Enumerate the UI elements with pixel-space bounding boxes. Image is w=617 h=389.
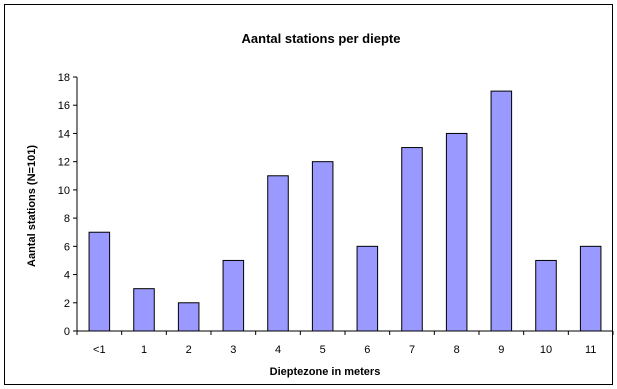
bar — [445, 132, 468, 332]
bar — [88, 231, 111, 332]
bar — [222, 259, 245, 332]
x-tick-label: 8 — [454, 344, 460, 356]
x-tick-label: 5 — [320, 344, 326, 356]
chart-frame: Aantal stations per diepte Aantal statio… — [4, 4, 614, 385]
x-tick-label: 4 — [275, 344, 281, 356]
y-tick-label: 12 — [58, 157, 70, 169]
bar — [133, 288, 155, 332]
y-tick-label: 4 — [64, 270, 70, 282]
bar — [535, 259, 557, 332]
y-tick-label: 14 — [58, 128, 70, 140]
x-tick-label: 3 — [230, 344, 236, 356]
x-tick-label: 10 — [540, 344, 552, 356]
y-tick-label: 2 — [64, 298, 70, 310]
bar — [356, 245, 379, 332]
x-tick-label: 9 — [498, 344, 504, 356]
bar — [177, 302, 200, 332]
bar — [267, 175, 289, 332]
x-axis-label: Dieptezone in meters — [270, 366, 381, 378]
x-tick-label: <1 — [93, 344, 106, 356]
y-tick-label: 0 — [64, 326, 70, 338]
bar — [579, 245, 602, 332]
y-tick-label: 10 — [58, 185, 70, 197]
y-tick-label: 8 — [64, 213, 70, 225]
bar — [401, 147, 423, 332]
x-tick-label: 2 — [186, 344, 192, 356]
bar — [490, 90, 513, 332]
y-tick-label: 6 — [64, 241, 70, 253]
y-tick-label: 16 — [58, 100, 70, 112]
bar — [311, 161, 334, 332]
x-tick-label: 11 — [585, 344, 596, 356]
x-tick-label: 6 — [364, 344, 370, 356]
x-tick-label: 1 — [141, 344, 147, 356]
bar-chart: Aantal stations per diepte Aantal statio… — [26, 31, 614, 378]
y-axis-label: Aantal stations (N=101) — [26, 145, 38, 267]
y-tick-label: 18 — [58, 72, 70, 84]
x-tick-label: 7 — [409, 344, 415, 356]
chart-title: Aantal stations per diepte — [242, 31, 401, 46]
